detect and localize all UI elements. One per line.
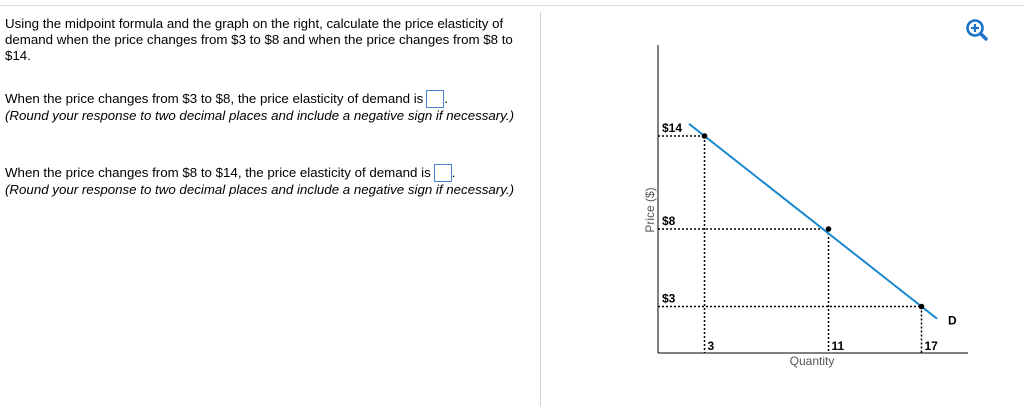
panel-divider (540, 12, 541, 406)
part-1-hint: (Round your response to two decimal plac… (5, 108, 515, 123)
part-1-suffix: . (444, 91, 449, 106)
part-2-hint: (Round your response to two decimal plac… (5, 182, 515, 197)
x-axis-label: Quantity (790, 354, 835, 368)
price-tick-label: $8 (662, 214, 676, 228)
demand-curve-label: D (948, 314, 957, 328)
y-axis-label: Price ($) (643, 187, 657, 232)
demand-point (825, 226, 832, 232)
part-2-suffix: . (451, 165, 456, 180)
zoom-in-icon[interactable] (965, 18, 989, 42)
quantity-tick-label: 11 (832, 339, 845, 353)
question-intro: Using the midpoint formula and the graph… (5, 16, 513, 63)
price-tick-label: $3 (662, 292, 676, 306)
part-1-text: When the price changes from $3 to $8, th… (5, 91, 424, 106)
question-part-2: When the price changes from $8 to $14, t… (5, 164, 530, 198)
quantity-tick-label: 17 (925, 339, 939, 353)
demand-point (918, 303, 925, 310)
part-2-text: When the price changes from $8 to $14, t… (5, 165, 431, 180)
question-part-1: When the price changes from $3 to $8, th… (5, 90, 530, 124)
demand-point (701, 133, 708, 139)
top-border (0, 5, 1024, 6)
price-tick-label: $14 (662, 121, 682, 135)
demand-curve (688, 123, 938, 320)
quantity-tick-label: 3 (708, 339, 715, 353)
